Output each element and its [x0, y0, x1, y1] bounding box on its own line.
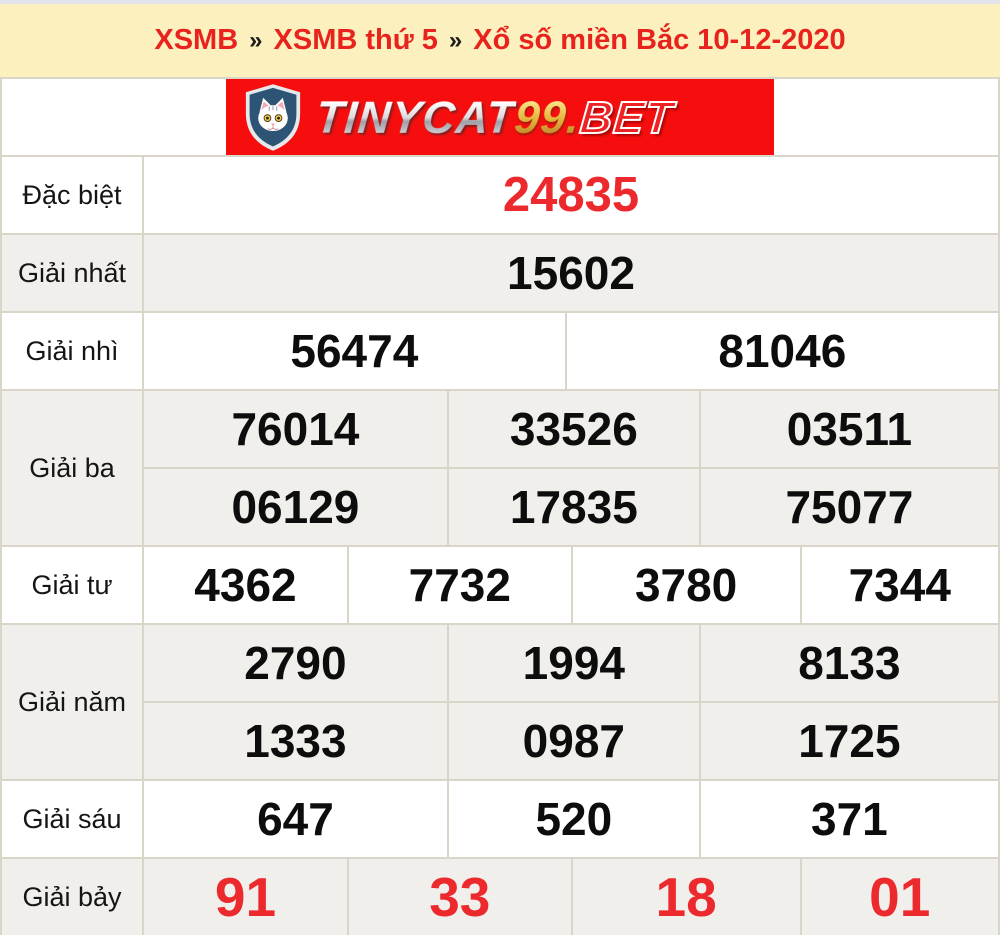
- prize-values-giai-nhat: 15602: [144, 235, 998, 311]
- prize-value: 81046: [718, 325, 847, 377]
- prize-value: 91: [144, 859, 349, 935]
- prize-label-giai-bay: Giải bảy: [2, 859, 144, 935]
- prize-value: 7344: [848, 559, 951, 611]
- prize-value: 7732: [349, 547, 573, 623]
- prize-label-giai-nhi: Giải nhì: [2, 313, 144, 389]
- logo-brand: TINYCAT: [313, 91, 517, 143]
- prize-values-giai-ba: 76014 33526 03511 06129 17835 75077: [144, 391, 998, 545]
- prize-row-giai-nhat: Giải nhất 15602: [2, 235, 998, 313]
- prize-row-giai-nhi: Giải nhì 56474 81046: [2, 313, 998, 391]
- prize-sub-row: 2790 1994 8133: [144, 625, 998, 701]
- prize-label-giai-nhat: Giải nhất: [2, 235, 144, 311]
- prize-row-dac-biet: Đặc biệt 24835: [2, 157, 998, 235]
- prize-values-giai-tu: 4362 7732 3780 7344: [144, 547, 998, 623]
- prize-values-giai-nhi: 56474 81046: [144, 313, 998, 389]
- prize-value: 24835: [502, 168, 640, 222]
- breadcrumb: XSMB » XSMB thứ 5 » Xổ số miền Bắc 10-12…: [0, 4, 1000, 79]
- prize-values-giai-bay: 91 33 18 01: [144, 859, 998, 935]
- top-strip: [0, 0, 1000, 4]
- prize-values-dac-biet: 24835: [144, 157, 998, 233]
- prize-value: 520: [449, 781, 701, 857]
- logo-tld: BET: [577, 91, 676, 144]
- prize-values-giai-nam: 2790 1994 8133 1333 0987 1725: [144, 625, 998, 779]
- logo-text: TINYCAT99.BET: [313, 91, 677, 144]
- breadcrumb-current-page: Xổ số miền Bắc 10-12-2020: [473, 24, 846, 56]
- prize-sub-row: 91 33 18 01: [144, 859, 998, 935]
- prize-label-giai-tu: Giải tư: [2, 547, 144, 623]
- prize-value: 76014: [144, 391, 449, 467]
- prize-value: 1333: [144, 703, 449, 779]
- prize-sub-row: 15602: [144, 235, 998, 311]
- prize-value: 371: [811, 793, 888, 845]
- prize-value: 06129: [144, 469, 449, 545]
- logo-link[interactable]: TINYCAT99.BET: [226, 79, 774, 155]
- prize-sub-row: 647 520 371: [144, 781, 998, 857]
- prize-value: 75077: [785, 481, 914, 533]
- prize-value: 1725: [798, 715, 901, 767]
- prize-label-giai-sau: Giải sáu: [2, 781, 144, 857]
- prize-row-giai-ba: Giải ba 76014 33526 03511 06129 17835 75077: [2, 391, 998, 547]
- prize-row-giai-sau: Giải sáu 647 520 371: [2, 781, 998, 859]
- breadcrumb-separator: »: [249, 26, 263, 54]
- prize-value: 18: [573, 859, 802, 935]
- prize-values-giai-sau: 647 520 371: [144, 781, 998, 857]
- prize-label-dac-biet: Đặc biệt: [2, 157, 144, 233]
- content: TINYCAT99.BET Đặc biệt 24835 Giải nhất 1560…: [0, 79, 1000, 935]
- prize-row-giai-bay: Giải bảy 91 33 18 01: [2, 859, 998, 935]
- prize-value: 4362: [144, 547, 349, 623]
- breadcrumb-separator: »: [448, 26, 463, 54]
- prize-value: 33: [349, 859, 573, 935]
- results-table: Đặc biệt 24835 Giải nhất 15602 Giải nhì 56474…: [2, 157, 998, 935]
- prize-value: 0987: [449, 703, 701, 779]
- prize-value: 03511: [786, 403, 913, 455]
- prize-row-giai-nam: Giải năm 2790 1994 8133 1333 0987 1725: [2, 625, 998, 781]
- prize-value: 3780: [573, 547, 802, 623]
- prize-value: 647: [144, 781, 449, 857]
- breadcrumb-link-xsmb[interactable]: XSMB: [154, 24, 239, 56]
- prize-value: 15602: [507, 247, 635, 299]
- prize-row-giai-tu: Giải tư 4362 7732 3780 7344: [2, 547, 998, 625]
- prize-value: 01: [869, 866, 931, 928]
- prize-sub-row: 1333 0987 1725: [144, 701, 998, 779]
- cat-shield-icon: [242, 83, 304, 152]
- prize-value: 33526: [449, 391, 701, 467]
- breadcrumb-link-xsmb-thu-5[interactable]: XSMB thứ 5: [273, 24, 438, 56]
- prize-value: 17835: [449, 469, 701, 545]
- prize-sub-row: 76014 33526 03511: [144, 391, 998, 467]
- logo-band: TINYCAT99.BET: [2, 79, 998, 157]
- prize-value: 8133: [798, 637, 901, 689]
- logo-number: 99: [512, 91, 569, 143]
- prize-sub-row: 56474 81046: [144, 313, 998, 389]
- prize-sub-row: 24835: [144, 157, 998, 233]
- prize-sub-row: 4362 7732 3780 7344: [144, 547, 998, 623]
- prize-value: 2790: [144, 625, 449, 701]
- prize-label-giai-nam: Giải năm: [2, 625, 144, 779]
- prize-value: 1994: [449, 625, 701, 701]
- prize-value: 56474: [144, 313, 567, 389]
- prize-label-giai-ba: Giải ba: [2, 391, 144, 545]
- prize-sub-row: 06129 17835 75077: [144, 467, 998, 545]
